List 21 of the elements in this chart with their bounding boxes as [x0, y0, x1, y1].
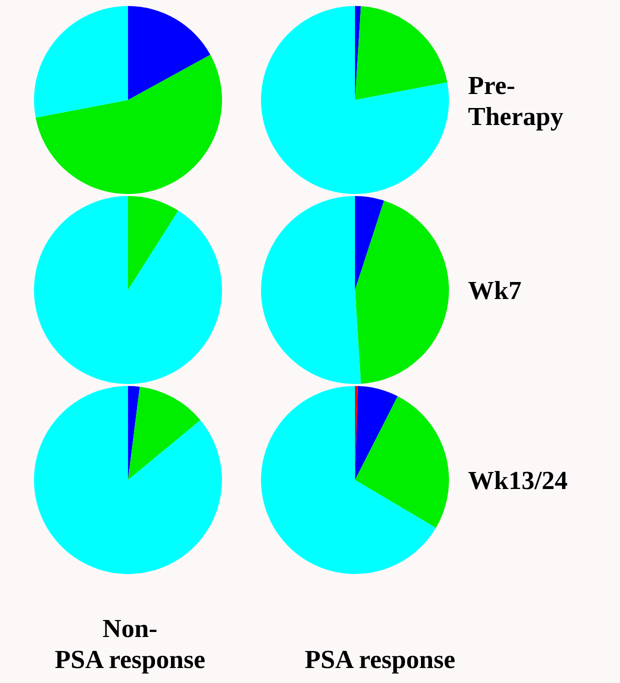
pie-slice [261, 196, 361, 384]
pie-slice [128, 196, 178, 290]
pie-slice [36, 54, 222, 194]
text: Wk7 [468, 276, 522, 305]
pie-slice [355, 196, 384, 290]
pie-slice [34, 386, 222, 574]
pie-slice [261, 386, 436, 574]
pie-slice [128, 386, 140, 480]
pie-slice [261, 6, 449, 194]
text: Wk13/24 [468, 466, 568, 495]
pie-slice [128, 386, 200, 480]
text: Pre-Therapy [468, 71, 564, 132]
text: Non-PSA response [54, 614, 206, 674]
text: PSA response [304, 645, 456, 674]
pie-slice [128, 6, 210, 100]
pie-slice [355, 200, 449, 384]
pie-slice [355, 396, 449, 528]
pie-slice [355, 386, 398, 480]
pie-slice [34, 6, 128, 118]
pie-slice [34, 196, 222, 384]
pie-slice [355, 6, 448, 100]
